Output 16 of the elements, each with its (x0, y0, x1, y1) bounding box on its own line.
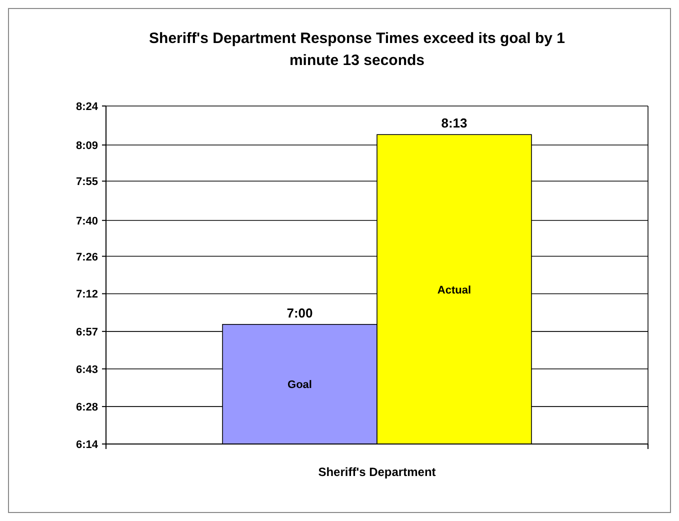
data-label: 7:00 (286, 305, 313, 320)
x-tick-label: Sheriff's Department (318, 465, 436, 479)
y-tick-label: 7:40 (76, 215, 98, 228)
y-tick-label: 8:09 (76, 140, 98, 152)
y-tick-label: 7:26 (76, 251, 98, 264)
series-label: Goal (288, 379, 312, 392)
y-tick-label: 6:43 (76, 364, 98, 376)
chart-title: Sheriff's Department Response Times exceed its goal by 1 minute 13 seconds (149, 30, 565, 69)
data-label: 8:13 (441, 116, 468, 131)
y-tick-label: 6:28 (76, 402, 98, 414)
y-tick-label: 8:24 (76, 101, 99, 113)
y-tick-label: 7:55 (76, 176, 98, 188)
y-tick-label: 7:12 (76, 288, 98, 301)
y-tick-label: 6:14 (76, 439, 99, 451)
series-label: Actual (437, 284, 472, 296)
y-tick-label: 6:57 (76, 326, 98, 338)
